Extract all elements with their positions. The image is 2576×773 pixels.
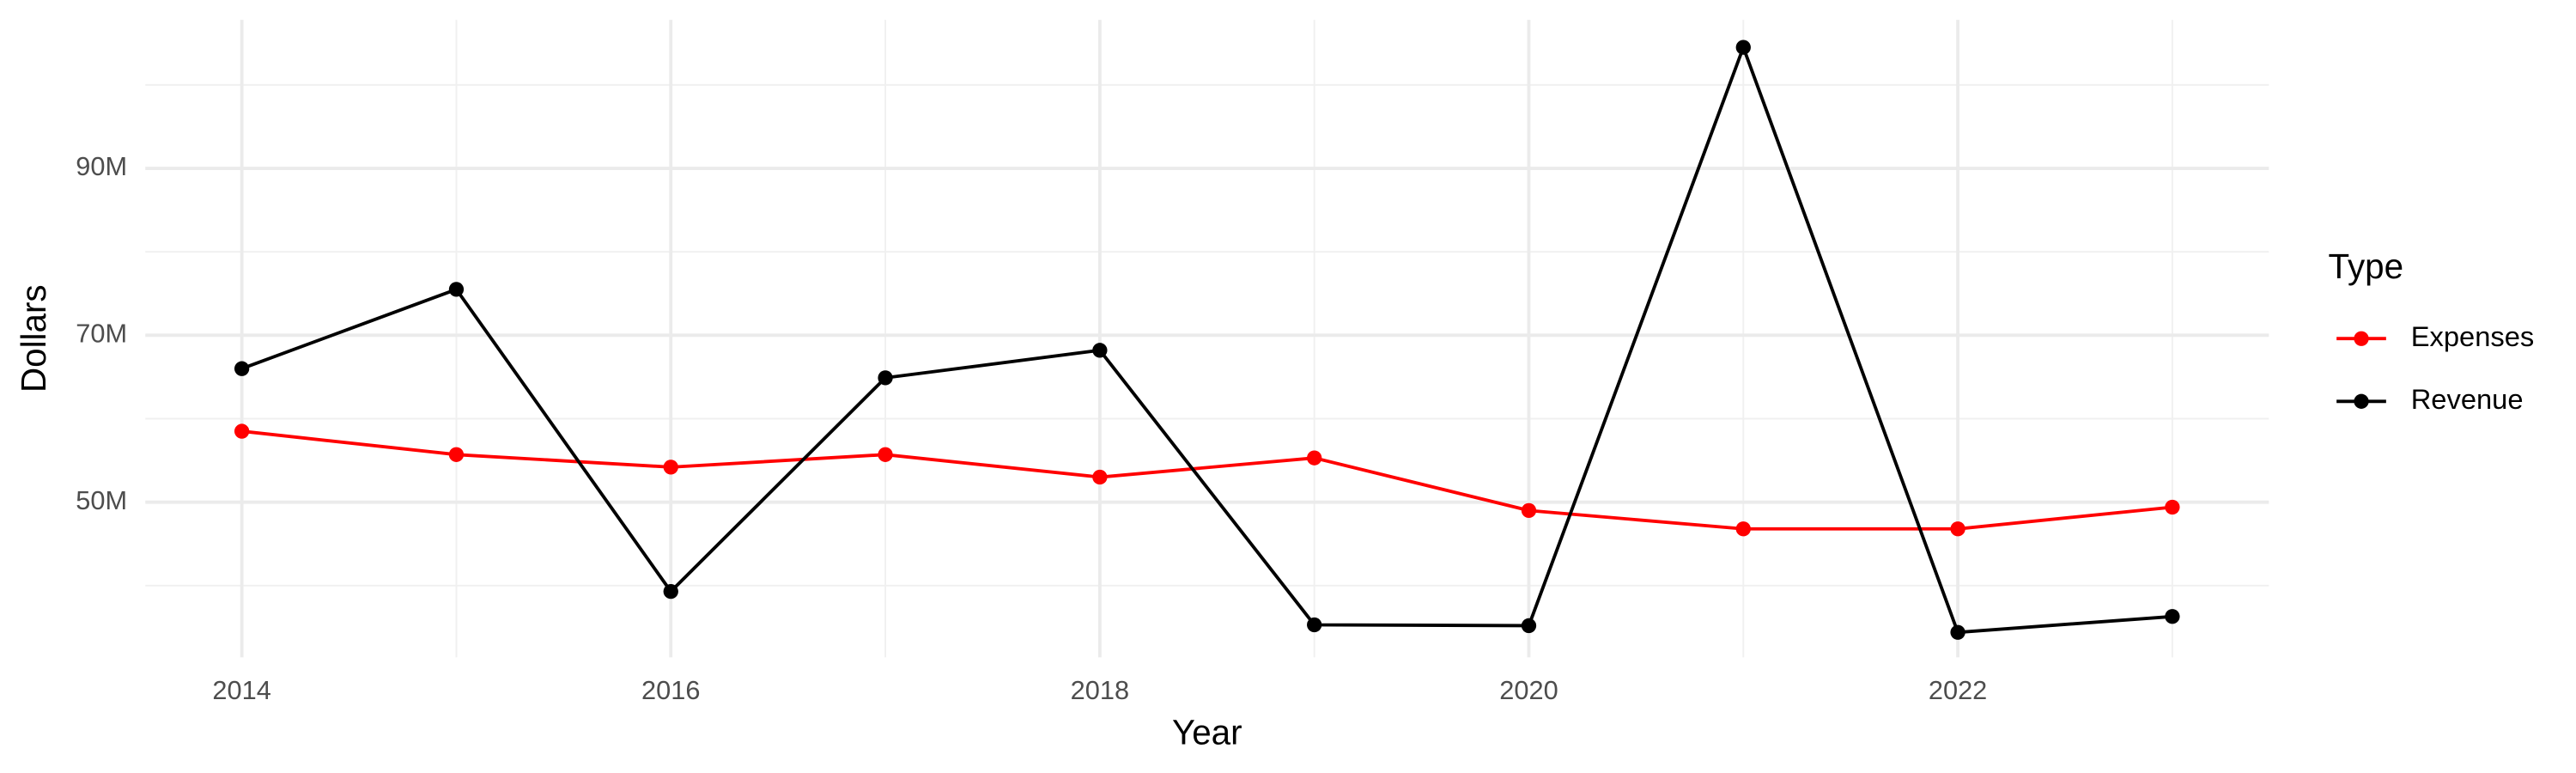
point: [2165, 499, 2180, 515]
point: [234, 423, 250, 439]
y-tick-label: 50M: [76, 485, 127, 515]
point: [234, 361, 250, 376]
legend-title: Type: [2329, 247, 2404, 286]
point: [663, 583, 678, 600]
point: [878, 447, 893, 462]
point: [1950, 624, 1965, 640]
x-tick-label: 2014: [212, 675, 270, 705]
y-tick-label: 70M: [76, 318, 127, 348]
point: [1950, 521, 1965, 537]
point: [878, 370, 893, 386]
x-axis-title: Year: [1172, 712, 1242, 752]
legend-marker: [2354, 331, 2369, 346]
point: [1307, 617, 1322, 633]
y-axis-title: Dollars: [14, 284, 53, 393]
series-line: [241, 429, 2173, 531]
series-line: [240, 42, 2173, 635]
point: [1521, 502, 1537, 519]
point: [448, 282, 465, 297]
point: [1092, 343, 1108, 358]
point: [1307, 450, 1322, 466]
y-tick-label: 90M: [76, 151, 127, 181]
x-tick-label: 2020: [1499, 675, 1558, 705]
legend-marker: [2354, 393, 2369, 409]
x-tick-label: 2022: [1929, 675, 1987, 705]
point: [663, 460, 678, 475]
x-tick-label: 2016: [641, 675, 700, 705]
point: [1735, 521, 1751, 537]
point: [448, 447, 465, 462]
point: [2165, 609, 2180, 624]
legend-label: Revenue: [2411, 383, 2524, 415]
point: [1735, 40, 1751, 55]
legend-label: Expenses: [2411, 320, 2535, 352]
x-tick-label: 2018: [1071, 675, 1129, 705]
point: [1092, 469, 1108, 485]
point: [1521, 618, 1537, 634]
